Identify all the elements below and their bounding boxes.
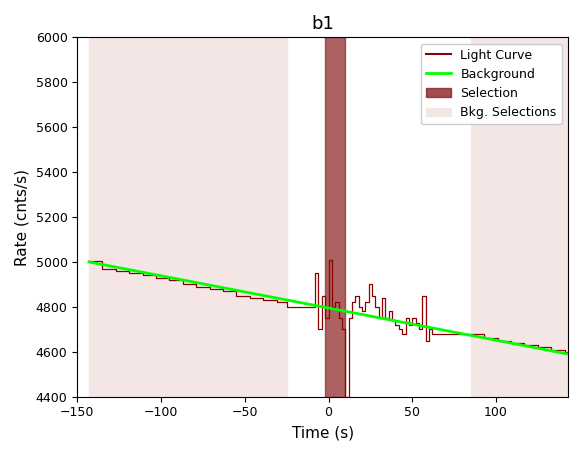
Bar — [89, 37, 287, 397]
Bar — [325, 37, 345, 397]
Y-axis label: Rate (cnts/s): Rate (cnts/s) — [15, 168, 30, 266]
Legend: Light Curve, Background, Selection, Bkg. Selections: Light Curve, Background, Selection, Bkg.… — [420, 44, 562, 124]
X-axis label: Time (s): Time (s) — [292, 425, 354, 440]
Title: b1: b1 — [311, 15, 334, 33]
Bar — [471, 37, 568, 397]
